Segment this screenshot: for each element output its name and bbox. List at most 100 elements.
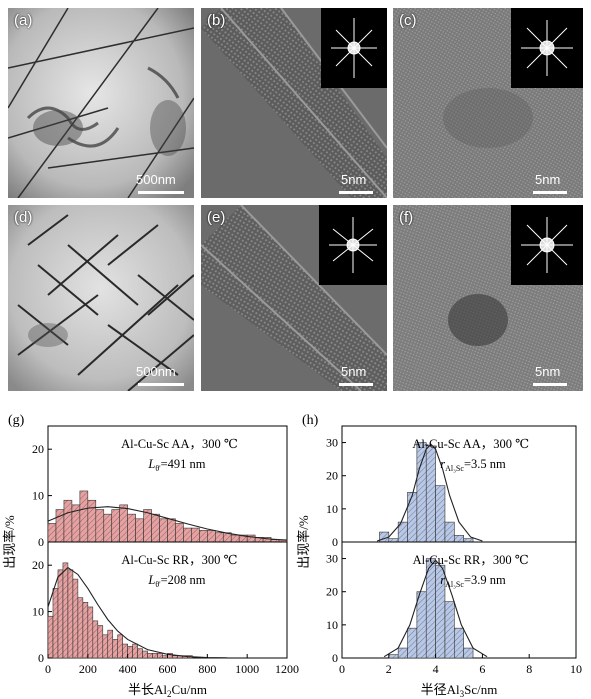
- histogram-bar: [97, 625, 104, 659]
- tem-image-e: [201, 205, 387, 391]
- histogram-bar: [230, 534, 240, 543]
- histogram-bar: [47, 615, 54, 659]
- stat-label: Lθ'=208 nm: [147, 573, 205, 589]
- histogram-bar: [112, 639, 119, 659]
- fit-curve: [47, 566, 228, 659]
- x-tick-label: 0: [45, 662, 51, 676]
- tem-image-b: [201, 8, 387, 198]
- histogram-bar: [79, 490, 89, 543]
- scale-label: 500nm: [136, 364, 176, 379]
- fit-curve: [383, 559, 488, 658]
- histogram-bar: [95, 509, 105, 543]
- histogram-bar: [162, 655, 168, 659]
- x-tick-label: 1200: [275, 662, 299, 676]
- scale-bar: [533, 191, 567, 194]
- scale-label: 500nm: [136, 172, 176, 187]
- histogram-bar: [52, 588, 59, 659]
- series-label: Al-Cu-Sc AA，300 ℃: [412, 437, 529, 451]
- histogram-bar: [117, 634, 123, 659]
- histogram-bar: [143, 509, 152, 543]
- panel-label: (d): [14, 209, 33, 226]
- histogram-bar: [62, 562, 69, 659]
- histogram-bar: [87, 606, 94, 659]
- y-tick-label: 20: [32, 558, 44, 572]
- histogram-bar: [157, 653, 163, 659]
- histogram-bar: [77, 597, 84, 659]
- y-tick-label: 0: [332, 535, 338, 549]
- fft-inset-b: [331, 18, 377, 78]
- histogram-bar: [183, 527, 192, 543]
- scale-bar: [138, 383, 184, 386]
- histogram-bar: [172, 655, 178, 659]
- histogram-bar: [137, 648, 143, 659]
- histogram-bar: [435, 485, 446, 543]
- histogram-bar: [191, 527, 200, 543]
- histogram-g: (g) 0 10 20 Al-Cu-Sc AA，300 ℃ Lθ'=491 nm 0 10 20…: [2, 413, 299, 699]
- histogram-bar: [215, 532, 224, 543]
- x-tick-label: 4: [433, 662, 439, 676]
- histogram-bar: [388, 654, 399, 659]
- fft-inset-f: [521, 217, 573, 273]
- histogram-bar: [127, 513, 136, 543]
- histogram-bar: [135, 518, 144, 543]
- y-tick-label: 10: [32, 605, 44, 619]
- tem-image-d: [8, 205, 194, 391]
- histogram-bar: [92, 620, 99, 659]
- histogram-bar: [107, 629, 114, 659]
- series-label: Al-Cu-Sc RR，300 ℃: [413, 553, 529, 567]
- y-tick-label: 0: [38, 651, 44, 665]
- histogram-bar: [175, 523, 184, 543]
- histogram-bar: [167, 518, 176, 543]
- scale-bar: [533, 383, 567, 386]
- histogram-bar: [147, 653, 153, 659]
- x-tick-label: 1000: [235, 662, 259, 676]
- x-tick-label: 0: [339, 662, 345, 676]
- histogram-bar: [57, 569, 64, 659]
- histogram-bar: [82, 602, 89, 659]
- y-axis-label: 出现率/%: [2, 515, 17, 569]
- histogram-bar: [444, 601, 455, 659]
- x-tick-label: 10: [570, 662, 582, 676]
- histogram-bar: [454, 627, 464, 659]
- y-tick-label: 0: [332, 651, 338, 665]
- tem-panel-c: (c) 5nm: [393, 8, 583, 198]
- tem-panel-f: (f) 5nm: [393, 205, 583, 391]
- histogram-bar: [425, 445, 436, 543]
- fft-inset-e: [329, 217, 377, 273]
- scale-label: 5nm: [535, 364, 561, 379]
- panel-label: (h): [302, 413, 319, 428]
- histogram-bar: [132, 643, 138, 659]
- y-tick-label: 30: [326, 436, 338, 450]
- x-tick-label: 8: [526, 662, 532, 676]
- scale-label: 5nm: [535, 172, 561, 187]
- y-tick-label: 30: [326, 552, 338, 566]
- histogram-bar: [407, 627, 418, 659]
- histogram-bar: [72, 578, 79, 659]
- series-label: Al-Cu-Sc RR，300 ℃: [121, 553, 237, 567]
- stat-label: rAl₃Sc=3.5 nm: [440, 457, 506, 473]
- histogram-bar: [151, 513, 160, 543]
- tem-image-c: [393, 8, 583, 198]
- scale-label: 5nm: [341, 172, 367, 187]
- tem-image-a: [8, 8, 194, 198]
- histogram-bar: [397, 647, 408, 659]
- y-tick-label: 20: [32, 442, 44, 456]
- scale-label: 5nm: [341, 364, 367, 379]
- panel-label: (b): [207, 12, 226, 29]
- histogram-bar: [425, 558, 436, 659]
- scale-bar: [339, 191, 373, 194]
- histogram-bar: [111, 509, 120, 543]
- stat-label: rAl₃Sc=3.9 nm: [440, 573, 506, 589]
- histogram-bar: [207, 530, 216, 543]
- panel-label: (e): [207, 209, 226, 226]
- x-tick-label: 800: [198, 662, 216, 676]
- histogram-bar: [63, 499, 73, 543]
- scale-bar: [138, 191, 184, 194]
- tem-panel-d: (d) 500nm: [8, 205, 194, 391]
- fft-inset-c: [521, 20, 573, 76]
- histogram-bar: [142, 650, 148, 659]
- panel-label: (c): [399, 12, 417, 29]
- histogram-bar: [199, 530, 208, 543]
- histogram-bar: [407, 491, 418, 543]
